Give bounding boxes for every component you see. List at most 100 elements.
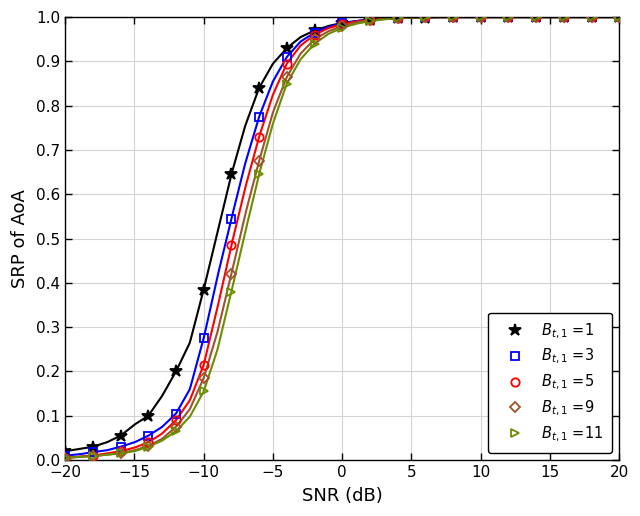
$B_{t,1}$ =5 (310, 32, 318, 38)
$B_{t,1}$ =11 (394, 15, 401, 21)
$B_{t,1}$ =1 (116, 432, 124, 439)
$B_{t,1}$ =1 (145, 413, 152, 419)
$B_{t,1}$ =9 (61, 455, 69, 461)
$B_{t,1}$ =9 (504, 14, 512, 20)
$B_{t,1}$ =1 (449, 14, 457, 20)
$B_{t,1}$ =11 (504, 14, 512, 20)
$B_{t,1}$ =11 (228, 288, 236, 295)
$B_{t,1}$ =3 (422, 14, 429, 20)
$B_{t,1}$ =3 (310, 29, 318, 36)
Line: $B_{t,1}$ =11: $B_{t,1}$ =11 (61, 13, 623, 462)
$B_{t,1}$ =5 (366, 17, 374, 23)
$B_{t,1}$ =5 (588, 14, 595, 20)
$B_{t,1}$ =11 (532, 14, 540, 20)
$B_{t,1}$ =9 (532, 14, 540, 20)
$B_{t,1}$ =5 (145, 439, 152, 445)
$B_{t,1}$ =9 (616, 14, 623, 20)
$B_{t,1}$ =1 (477, 14, 484, 20)
Line: $B_{t,1}$ =3: $B_{t,1}$ =3 (61, 13, 623, 460)
$B_{t,1}$ =1 (61, 448, 69, 454)
$B_{t,1}$ =9 (339, 23, 346, 29)
$B_{t,1}$ =11 (89, 453, 97, 459)
$B_{t,1}$ =1 (422, 14, 429, 21)
$B_{t,1}$ =9 (366, 17, 374, 23)
$B_{t,1}$ =9 (228, 271, 236, 277)
$B_{t,1}$ =1 (339, 20, 346, 26)
$B_{t,1}$ =9 (172, 424, 180, 430)
$B_{t,1}$ =1 (560, 14, 568, 20)
$B_{t,1}$ =1 (255, 85, 263, 91)
Line: $B_{t,1}$ =9: $B_{t,1}$ =9 (61, 13, 623, 461)
$B_{t,1}$ =11 (616, 14, 623, 20)
$B_{t,1}$ =5 (89, 453, 97, 459)
$B_{t,1}$ =5 (422, 14, 429, 20)
$B_{t,1}$ =3 (200, 335, 207, 342)
$B_{t,1}$ =3 (172, 410, 180, 416)
$B_{t,1}$ =9 (422, 14, 429, 20)
$B_{t,1}$ =5 (200, 362, 207, 368)
$B_{t,1}$ =1 (89, 444, 97, 450)
$B_{t,1}$ =3 (116, 444, 124, 450)
$B_{t,1}$ =5 (228, 242, 236, 248)
$B_{t,1}$ =11 (449, 14, 457, 20)
$B_{t,1}$ =1 (172, 368, 180, 375)
$B_{t,1}$ =9 (145, 443, 152, 449)
$B_{t,1}$ =9 (255, 158, 263, 164)
$B_{t,1}$ =3 (394, 15, 401, 21)
$B_{t,1}$ =1 (283, 45, 291, 51)
$B_{t,1}$ =9 (394, 15, 401, 21)
$B_{t,1}$ =5 (616, 14, 623, 20)
$B_{t,1}$ =9 (89, 453, 97, 459)
$B_{t,1}$ =5 (61, 455, 69, 461)
$B_{t,1}$ =9 (449, 14, 457, 20)
$B_{t,1}$ =1 (310, 27, 318, 34)
$B_{t,1}$ =5 (560, 14, 568, 20)
$B_{t,1}$ =3 (339, 20, 346, 26)
$B_{t,1}$ =3 (89, 449, 97, 455)
$B_{t,1}$ =5 (449, 14, 457, 20)
$B_{t,1}$ =11 (283, 80, 291, 87)
$B_{t,1}$ =1 (588, 14, 595, 20)
$B_{t,1}$ =5 (116, 448, 124, 454)
$B_{t,1}$ =9 (116, 450, 124, 456)
$B_{t,1}$ =3 (228, 216, 236, 222)
$B_{t,1}$ =5 (172, 417, 180, 423)
$B_{t,1}$ =11 (116, 450, 124, 457)
$B_{t,1}$ =1 (504, 14, 512, 20)
$B_{t,1}$ =5 (255, 134, 263, 140)
$B_{t,1}$ =11 (366, 18, 374, 24)
$B_{t,1}$ =5 (504, 14, 512, 20)
$B_{t,1}$ =1 (200, 286, 207, 293)
$B_{t,1}$ =5 (283, 60, 291, 67)
$B_{t,1}$ =3 (588, 14, 595, 20)
$B_{t,1}$ =5 (394, 15, 401, 21)
$B_{t,1}$ =3 (366, 16, 374, 22)
$B_{t,1}$ =11 (61, 455, 69, 461)
$B_{t,1}$ =11 (145, 444, 152, 450)
$B_{t,1}$ =9 (310, 36, 318, 42)
$B_{t,1}$ =1 (532, 14, 540, 20)
Legend: $B_{t,1}$ =1, $B_{t,1}$ =3, $B_{t,1}$ =5, $B_{t,1}$ =9, $B_{t,1}$ =11: $B_{t,1}$ =1, $B_{t,1}$ =3, $B_{t,1}$ =5… (488, 313, 612, 453)
$B_{t,1}$ =9 (283, 74, 291, 80)
$B_{t,1}$ =11 (588, 14, 595, 20)
$B_{t,1}$ =11 (477, 14, 484, 20)
$B_{t,1}$ =3 (504, 14, 512, 20)
$B_{t,1}$ =3 (532, 14, 540, 20)
$B_{t,1}$ =5 (339, 21, 346, 27)
Line: $B_{t,1}$ =1: $B_{t,1}$ =1 (59, 11, 625, 458)
$B_{t,1}$ =9 (560, 14, 568, 20)
$B_{t,1}$ =3 (145, 432, 152, 439)
$B_{t,1}$ =11 (310, 41, 318, 47)
$B_{t,1}$ =11 (560, 14, 568, 20)
$B_{t,1}$ =3 (449, 14, 457, 20)
$B_{t,1}$ =3 (477, 14, 484, 20)
$B_{t,1}$ =3 (255, 114, 263, 120)
$B_{t,1}$ =3 (283, 54, 291, 60)
$B_{t,1}$ =1 (616, 14, 623, 20)
$B_{t,1}$ =11 (422, 14, 429, 20)
Y-axis label: SRP of AoA: SRP of AoA (11, 189, 29, 288)
X-axis label: SNR (dB): SNR (dB) (302, 487, 383, 505)
$B_{t,1}$ =1 (394, 15, 401, 21)
$B_{t,1}$ =3 (560, 14, 568, 20)
Line: $B_{t,1}$ =5: $B_{t,1}$ =5 (61, 13, 623, 462)
